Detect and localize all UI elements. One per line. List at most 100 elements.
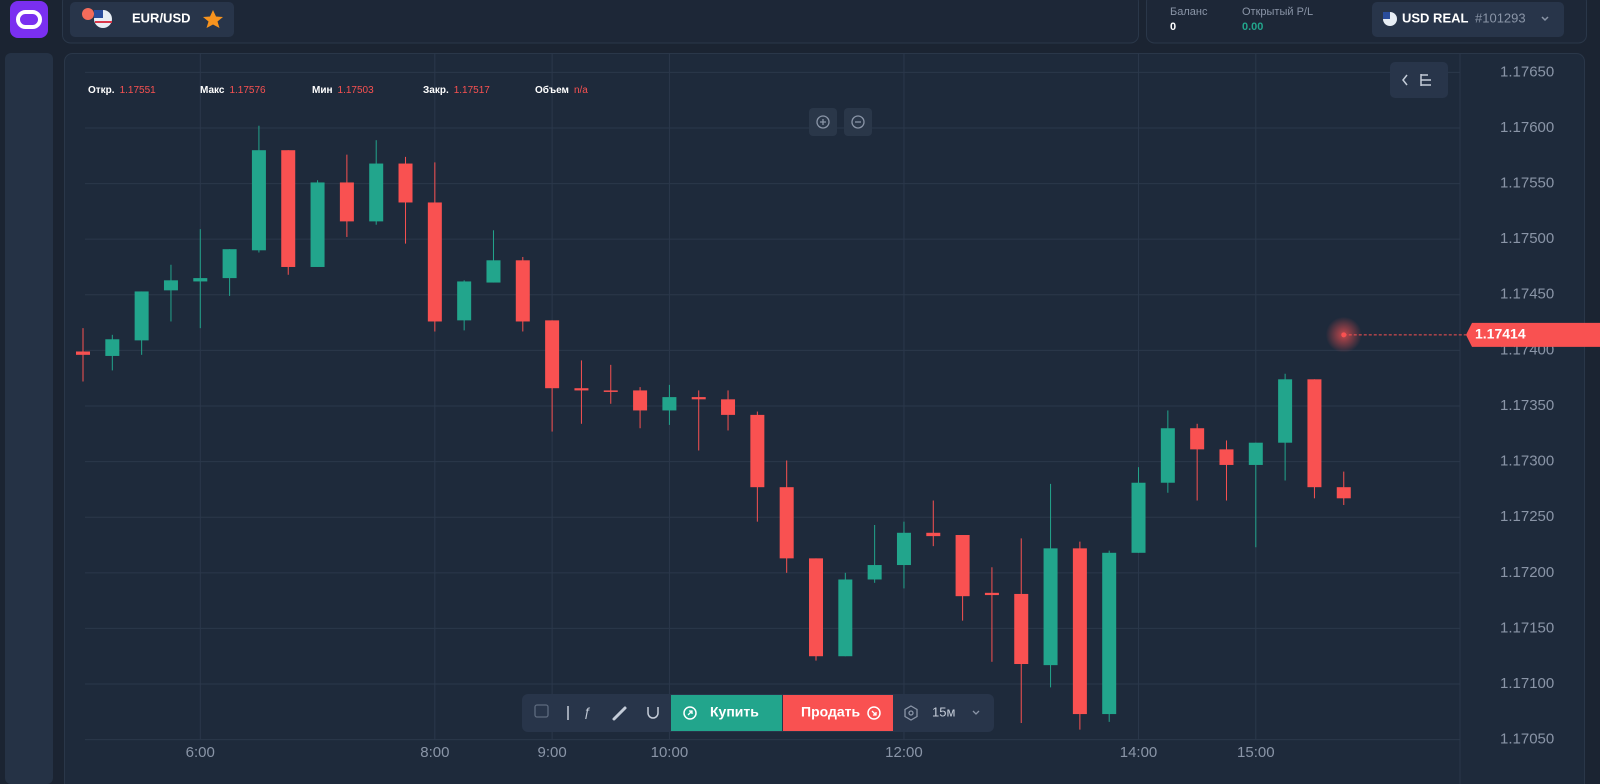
chart-panel	[64, 53, 1585, 784]
candle-body	[838, 579, 853, 657]
pl-label: Открытый P/L	[1242, 6, 1313, 18]
zoom-out-icon	[851, 115, 865, 129]
ohlc-item: Закр. 1.17517	[423, 85, 490, 96]
account-pill[interactable]	[1372, 2, 1564, 37]
ohlc-label: Мин	[312, 85, 333, 96]
magnet-tool[interactable]	[647, 707, 659, 719]
y-tick-label: 1.17150	[1500, 619, 1554, 636]
candle-body	[1102, 552, 1117, 715]
buy-icon	[683, 706, 697, 720]
price-tag-label: 1.17414	[1475, 326, 1526, 342]
account-id: #101293	[1475, 10, 1526, 25]
x-tick-label: 12:00	[885, 744, 923, 761]
candle-body	[369, 163, 384, 222]
logo[interactable]	[10, 1, 48, 38]
logo-glyph	[16, 10, 42, 29]
x-tick-label: 14:00	[1120, 744, 1158, 761]
header-panel	[62, 0, 1139, 44]
candle-body	[633, 390, 648, 411]
candle-body	[867, 565, 882, 580]
candle-body	[1190, 428, 1205, 450]
candle-body	[779, 487, 794, 559]
candle-body	[984, 592, 999, 596]
account-chevron[interactable]	[1541, 16, 1549, 22]
sell-icon	[867, 706, 881, 720]
balance-value: 0	[1170, 21, 1176, 33]
candle-body	[955, 535, 970, 597]
candle-body	[163, 280, 178, 291]
x-tick-label: 8:00	[420, 744, 449, 761]
panel-toggle-icon	[1420, 74, 1431, 86]
y-tick-label: 1.17550	[1500, 175, 1554, 192]
panel-toggle-chevron	[1402, 74, 1408, 86]
x-tick-label: 10:00	[651, 744, 689, 761]
candle-body	[398, 163, 413, 203]
candle-body	[809, 558, 823, 657]
timeframe-chevron[interactable]	[972, 710, 980, 715]
ohlc-label: Объем	[535, 84, 569, 96]
ohlc-label: Откр.	[88, 85, 115, 96]
ohlc-label: Закр.	[423, 85, 449, 96]
candle-body	[1248, 442, 1263, 465]
ohlc-value: n/a	[574, 85, 588, 96]
candle-body	[222, 249, 237, 279]
ohlc-value: 1.17503	[338, 85, 375, 96]
zoom-in-icon	[816, 115, 830, 129]
y-tick-label: 1.17450	[1500, 286, 1554, 303]
draw-tool[interactable]	[612, 706, 627, 721]
axis-layer: 1.17050 1.17100 1.17150 1.17200 1.17250 1.173…	[186, 63, 1600, 761]
candle-body	[1072, 548, 1087, 715]
candle-body	[339, 182, 354, 222]
candle-body	[662, 397, 677, 411]
ohlc-item: Объем n/a	[535, 84, 588, 96]
candle-body	[1336, 487, 1351, 499]
y-tick-label: 1.17250	[1500, 508, 1554, 525]
buy-label: Купить	[710, 704, 759, 720]
candle-body	[515, 260, 530, 322]
symbol: EUR/USD	[132, 10, 191, 25]
panel-toggle[interactable]	[1390, 62, 1448, 98]
ohlc-value: 1.17551	[120, 85, 157, 96]
timeframe[interactable]: 15м	[932, 704, 955, 719]
ohlc-value: 1.17576	[229, 85, 266, 96]
candle-body	[750, 414, 765, 488]
pl-value: 0.00	[1242, 21, 1263, 33]
flag-eu	[82, 8, 94, 20]
favorite-star[interactable]	[203, 10, 223, 28]
candle-body	[896, 532, 911, 566]
ohlc-label: Макс	[200, 85, 225, 96]
candle-body	[603, 390, 618, 392]
buy-arrow	[687, 710, 693, 716]
x-tick-label: 15:00	[1237, 744, 1275, 761]
candle-body	[1131, 482, 1146, 553]
zoom-in-plus	[820, 119, 826, 125]
candle-layer	[76, 125, 1351, 730]
sell-arrow	[871, 710, 877, 716]
ohlc-item: Мин 1.17503	[312, 85, 374, 96]
sell-label: Продать	[801, 704, 861, 720]
y-tick-label: 1.17050	[1500, 731, 1554, 748]
candle-body	[545, 320, 560, 389]
symbol-pill[interactable]	[70, 2, 234, 37]
y-tick-label: 1.17100	[1500, 675, 1554, 692]
candle-body	[486, 260, 501, 283]
y-tick-label: 1.17200	[1500, 564, 1554, 581]
candle-body	[1043, 548, 1058, 666]
x-tick-label: 6:00	[186, 744, 215, 761]
settings-button[interactable]	[904, 705, 918, 721]
y-tick-label: 1.17350	[1500, 397, 1554, 414]
y-tick-label: 1.17600	[1500, 119, 1554, 136]
candle-body	[1160, 428, 1175, 483]
candle-body	[1219, 449, 1234, 465]
ohlc-legend: Откр. 1.17551 Макс 1.17576 Мин 1.17503 Закр. 1.…	[88, 84, 588, 96]
candle-body	[134, 291, 149, 341]
indicators-button[interactable]: ƒ	[583, 704, 590, 719]
candle-body	[691, 397, 706, 400]
candle-body	[310, 182, 325, 267]
y-tick-label: 1.17300	[1500, 453, 1554, 470]
settings-dot	[908, 710, 914, 716]
candle-body	[721, 399, 736, 415]
layout-button[interactable]	[534, 704, 549, 718]
